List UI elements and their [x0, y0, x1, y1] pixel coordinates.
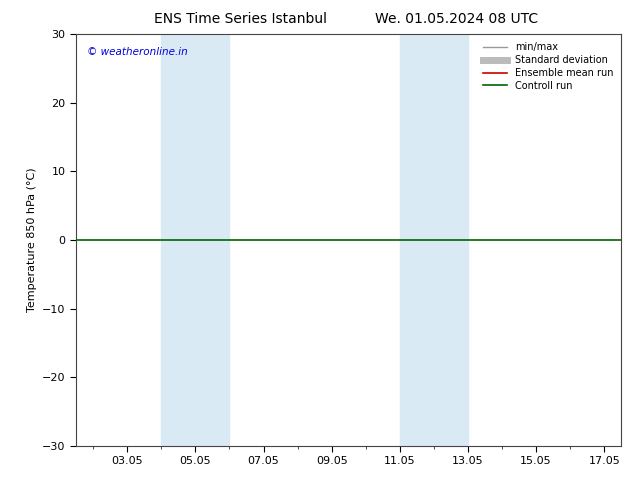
- Bar: [400, 34, 468, 446]
- Y-axis label: Temperature 850 hPa (°C): Temperature 850 hPa (°C): [27, 168, 37, 313]
- Bar: [161, 34, 230, 446]
- Legend: min/max, Standard deviation, Ensemble mean run, Controll run: min/max, Standard deviation, Ensemble me…: [480, 39, 616, 94]
- Text: © weatheronline.in: © weatheronline.in: [87, 47, 188, 57]
- Text: ENS Time Series Istanbul: ENS Time Series Istanbul: [155, 12, 327, 26]
- Text: We. 01.05.2024 08 UTC: We. 01.05.2024 08 UTC: [375, 12, 538, 26]
